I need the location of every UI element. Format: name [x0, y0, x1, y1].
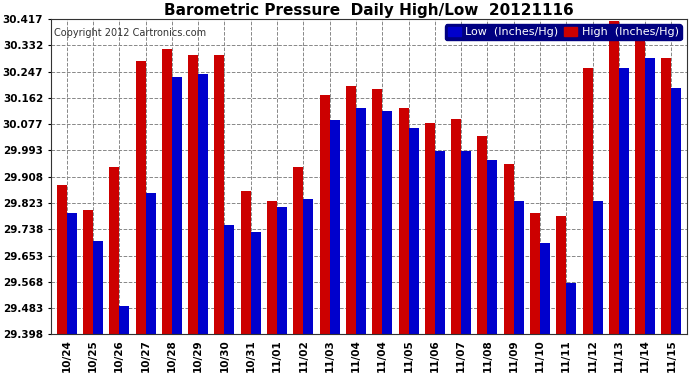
Bar [162, 49, 172, 334]
Bar [556, 216, 566, 334]
Bar [487, 160, 497, 334]
Bar [277, 207, 287, 334]
Bar [513, 201, 524, 334]
Bar [435, 151, 445, 334]
Bar [198, 74, 208, 334]
Bar [609, 21, 619, 334]
Bar [504, 164, 513, 334]
Bar [215, 55, 224, 334]
Bar [304, 199, 313, 334]
Bar [224, 225, 235, 334]
Bar [372, 89, 382, 334]
Bar [346, 86, 356, 334]
Bar [250, 232, 261, 334]
Title: Barometric Pressure  Daily High/Low  20121116: Barometric Pressure Daily High/Low 20121… [164, 3, 574, 18]
Bar [451, 118, 461, 334]
Bar [119, 306, 129, 334]
Bar [146, 193, 155, 334]
Bar [109, 166, 119, 334]
Bar [671, 88, 682, 334]
Bar [293, 166, 304, 334]
Bar [382, 111, 392, 334]
Bar [267, 201, 277, 334]
Bar [662, 58, 671, 334]
Bar [540, 243, 550, 334]
Bar [399, 108, 408, 334]
Bar [461, 151, 471, 334]
Bar [83, 210, 93, 334]
Bar [330, 120, 339, 334]
Bar [319, 95, 330, 334]
Bar [172, 77, 182, 334]
Bar [582, 68, 593, 334]
Bar [93, 241, 103, 334]
Bar [188, 55, 198, 334]
Bar [67, 213, 77, 334]
Bar [425, 123, 435, 334]
Bar [57, 185, 67, 334]
Bar [408, 128, 419, 334]
Bar [645, 58, 655, 334]
Bar [135, 62, 146, 334]
Bar [566, 283, 576, 334]
Bar [619, 68, 629, 334]
Bar [241, 191, 250, 334]
Legend: Low  (Inches/Hg), High  (Inches/Hg): Low (Inches/Hg), High (Inches/Hg) [445, 24, 682, 40]
Bar [635, 24, 645, 334]
Bar [593, 201, 602, 334]
Bar [477, 136, 487, 334]
Bar [530, 213, 540, 334]
Bar [356, 108, 366, 334]
Text: Copyright 2012 Cartronics.com: Copyright 2012 Cartronics.com [54, 28, 206, 38]
